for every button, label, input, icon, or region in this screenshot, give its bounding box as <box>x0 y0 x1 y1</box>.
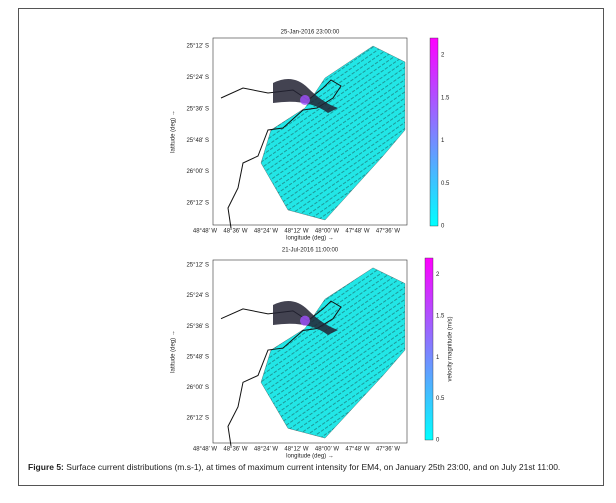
y-tick-label: 25°36' S <box>186 106 209 112</box>
colorbar-label: velocity magnitude (m/s) <box>448 316 454 381</box>
x-tick-label: 48°36' W <box>223 229 248 235</box>
x-tick-label: 48°24' W <box>254 229 279 235</box>
y-tick-label: 26°00' S <box>186 169 209 175</box>
colorbar-tick-label: 1.5 <box>441 95 450 101</box>
colorbar-tick-label: 1 <box>436 355 440 361</box>
caption-label: Figure 5: <box>28 462 64 472</box>
x-tick-label: 48°00' W <box>315 229 340 235</box>
x-tick-label: 48°12' W <box>284 229 309 235</box>
colorbar-tick-label: 2 <box>436 272 440 278</box>
current-field <box>260 267 406 439</box>
x-axis-label: longitude (deg) → <box>286 454 334 460</box>
figure-image: 25-Jan-2016 23:00:00 25°12' S 25°24' S 25°3… <box>170 29 454 460</box>
x-tick-label: 48°00' W <box>315 447 340 453</box>
x-tick-label: 48°12' W <box>284 447 309 453</box>
panel-title: 25-Jan-2016 23:00:00 <box>281 30 340 36</box>
y-axis-label: latitude (deg) → <box>171 110 177 153</box>
x-tick-label: 47°48' W <box>345 447 370 453</box>
x-tick-label: 48°48' W <box>193 447 218 453</box>
colorbar <box>424 257 434 441</box>
y-tick-label: 26°12' S <box>186 416 209 422</box>
x-axis-label: longitude (deg) → <box>286 236 334 242</box>
y-tick-label: 26°12' S <box>186 201 209 207</box>
x-tick-label: 47°36' W <box>376 229 401 235</box>
y-tick-label: 26°00' S <box>186 385 209 391</box>
figure-frame <box>18 8 604 486</box>
y-tick-label: 25°36' S <box>186 324 209 330</box>
y-tick-label: 25°24' S <box>186 293 209 299</box>
figure-caption: Figure 5: Surface current distributions … <box>28 462 593 472</box>
x-tick-label: 47°48' W <box>345 229 370 235</box>
current-field <box>260 45 406 221</box>
caption-text: Surface current distributions (m.s-1), a… <box>66 462 561 472</box>
high-velocity-spot <box>300 315 310 326</box>
colorbar <box>429 37 439 227</box>
x-tick-label: 48°24' W <box>254 447 279 453</box>
y-axis-label: latitude (deg) → <box>171 330 177 373</box>
colorbar-tick-label: 1.5 <box>436 313 445 319</box>
y-tick-label: 25°12' S <box>186 263 209 269</box>
y-tick-label: 25°48' S <box>186 138 209 144</box>
x-tick-label: 48°36' W <box>223 447 248 453</box>
high-velocity-spot <box>300 95 310 105</box>
colorbar-tick-label: 0.5 <box>441 181 450 187</box>
x-tick-label: 47°36' W <box>376 447 401 453</box>
x-tick-label: 48°48' W <box>193 229 218 235</box>
y-tick-label: 25°48' S <box>186 354 209 360</box>
colorbar-tick-label: 2 <box>441 53 445 59</box>
panel-title: 21-Jul-2016 11:00:00 <box>282 248 339 254</box>
colorbar-tick-label: 1 <box>441 138 445 144</box>
colorbar-tick-label: 0 <box>441 224 445 230</box>
y-tick-label: 25°24' S <box>186 75 209 81</box>
y-tick-label: 25°12' S <box>186 44 209 50</box>
colorbar-tick-label: 0 <box>436 438 440 444</box>
colorbar-tick-label: 0.5 <box>436 396 445 402</box>
